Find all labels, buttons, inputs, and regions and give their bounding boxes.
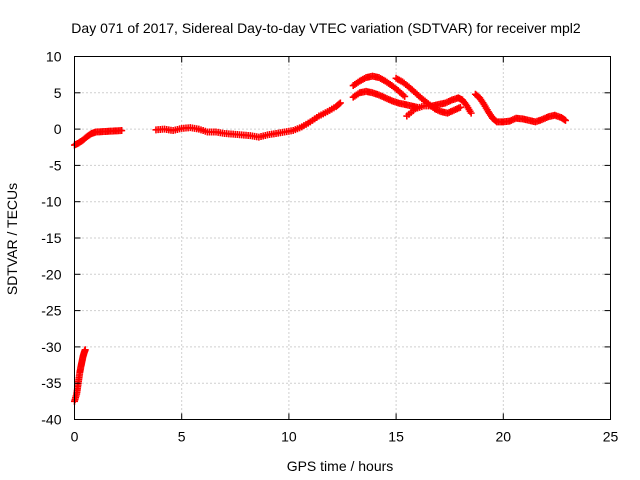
x-axis-label: GPS time / hours xyxy=(287,458,394,474)
series-seg-early-high xyxy=(71,127,126,149)
data-point xyxy=(118,127,126,135)
chart-title: Day 071 of 2017, Sidereal Day-to-day VTE… xyxy=(71,20,581,36)
data-point xyxy=(467,109,475,117)
series-seg-evening xyxy=(471,90,569,126)
series-seg-morning xyxy=(152,99,344,141)
data-point xyxy=(335,100,343,108)
x-tick-label: 20 xyxy=(496,429,512,445)
data-point xyxy=(561,116,569,124)
series-seg-early-low xyxy=(71,346,89,405)
x-tick-label: 0 xyxy=(71,429,79,445)
y-tick-label: -25 xyxy=(41,303,61,319)
y-tick-label: -20 xyxy=(41,266,61,282)
y-tick-label: 0 xyxy=(54,121,62,137)
grid xyxy=(74,56,611,420)
y-tick-label: -10 xyxy=(41,194,61,210)
data-series xyxy=(71,72,569,405)
tick-labels: 0 5 10 15 20 25 10 5 0 -5 -10 -15 -20 -25 -30 -35 -40 xyxy=(41,49,618,445)
x-tick-label: 10 xyxy=(281,429,297,445)
y-axis-label: SDTVAR / TECUs xyxy=(4,183,20,295)
y-tick-label: -40 xyxy=(41,412,61,428)
y-tick-label: -5 xyxy=(49,157,62,173)
y-tick-label: -35 xyxy=(41,375,61,391)
y-tick-label: -15 xyxy=(41,230,61,246)
series-seg-afternoon-b xyxy=(403,94,475,120)
data-point xyxy=(456,103,464,111)
y-tick-label: 5 xyxy=(54,85,62,101)
data-point xyxy=(336,99,344,107)
x-tick-label: 5 xyxy=(178,429,186,445)
data-point xyxy=(81,346,89,354)
series-seg-peak-lower xyxy=(349,87,422,111)
x-tick-label: 25 xyxy=(603,429,619,445)
data-point xyxy=(401,92,409,100)
y-tick-label: -30 xyxy=(41,339,61,355)
x-tick-label: 15 xyxy=(388,429,404,445)
axis-ticks xyxy=(74,56,611,420)
series-seg-peak-upper xyxy=(349,72,409,100)
y-tick-label: 10 xyxy=(46,49,62,65)
